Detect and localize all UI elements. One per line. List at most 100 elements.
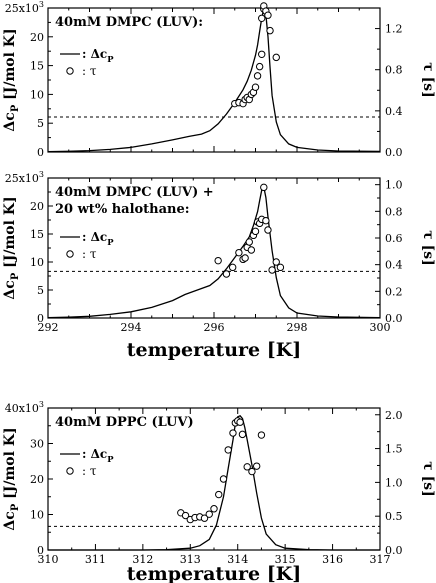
x-tick-label: 292 xyxy=(38,321,59,334)
y-tick-label-left: 0 xyxy=(37,312,44,325)
chart-title: 40mM DMPC (LUV) + xyxy=(55,185,214,200)
y-tick-label-right: 1.2 xyxy=(385,23,403,36)
x-tick-label: 310 xyxy=(38,553,59,566)
y-tick-label-right: 1.0 xyxy=(385,476,403,489)
y-tick-label-left: 10 xyxy=(30,509,44,522)
data-point-tau xyxy=(260,183,268,192)
data-point-tau xyxy=(210,505,218,513)
x-tick-label: 298 xyxy=(287,321,308,334)
legend-label-dcp: : ΔcP xyxy=(82,230,114,247)
x-tick-label: 315 xyxy=(275,553,296,566)
y-tick-label-right: 0.8 xyxy=(385,64,403,77)
chart-panel-2: 292 294 296 298 300 0 5 10 15 20 25x103 0.0 0.2 0.4 0.… xyxy=(2,170,436,361)
data-point-tau xyxy=(243,463,251,471)
y-axis-label-left: ΔcP [J/mol K] xyxy=(2,427,21,530)
y-tick-label-left: 10 xyxy=(30,88,44,101)
y-tick-label-right: 0.4 xyxy=(385,105,403,118)
data-point-tau xyxy=(200,514,209,522)
data-point-tau xyxy=(181,511,190,520)
data-point-tau xyxy=(205,510,213,518)
y-axis-label-left: ΔcP [J/mol K] xyxy=(2,28,21,131)
data-point-tau xyxy=(255,62,264,71)
legend-circle-swatch xyxy=(66,467,74,475)
x-tick-label: 313 xyxy=(180,553,201,566)
y-tick-label-right: 0.5 xyxy=(385,510,403,523)
data-point-tau xyxy=(247,246,256,254)
y-tick-label-left: 0 xyxy=(37,544,44,557)
legend-label-tau: : τ xyxy=(82,64,97,78)
y-tick-label-left: 30 xyxy=(30,438,44,451)
y-tick-label-right: 0.6 xyxy=(385,232,403,245)
chart-title: 40mM DPPC (LUV) xyxy=(55,415,194,430)
y-tick-label-left: 20 xyxy=(30,31,44,44)
y-axis-label-left: ΔcP [J/mol K] xyxy=(2,196,21,299)
data-point-tau xyxy=(214,256,222,265)
legend-circle-swatch xyxy=(66,250,74,258)
data-point-tau xyxy=(276,263,285,272)
data-point-tau xyxy=(229,429,237,437)
y-tick-label-left: 10 xyxy=(30,256,44,269)
x-axis-label: temperature [K] xyxy=(127,563,301,583)
data-point-tau xyxy=(251,227,260,236)
data-point-tau xyxy=(222,270,231,278)
series-line-dcp xyxy=(47,6,381,153)
data-point-tau xyxy=(258,14,266,22)
y-tick-label-left: 25x103 xyxy=(5,170,44,185)
data-point-tau xyxy=(235,248,243,257)
x-tick-label: 314 xyxy=(227,553,248,566)
legend-label-tau: : τ xyxy=(82,247,97,261)
data-point-tau xyxy=(245,238,253,246)
y-tick-label-right: 1.0 xyxy=(385,179,403,192)
data-point-tau xyxy=(264,11,272,19)
data-point-tau xyxy=(272,53,280,62)
y-axis-label-right: τ [s] xyxy=(420,461,436,496)
legend-label-dcp: : ΔcP xyxy=(82,447,114,464)
x-tick-label: 312 xyxy=(132,553,153,566)
x-tick-label: 296 xyxy=(204,321,225,334)
y-tick-label-left: 0 xyxy=(37,146,44,159)
y-tick-label-left: 25x103 xyxy=(5,0,44,15)
y-tick-label-left: 5 xyxy=(37,117,44,130)
y-tick-label-right: 2.0 xyxy=(385,409,403,422)
y-tick-label-left: 5 xyxy=(37,284,44,297)
y-tick-label-left: 20 xyxy=(30,473,44,486)
data-point-tau xyxy=(252,462,261,470)
data-point-tau xyxy=(224,446,232,454)
data-point-tau xyxy=(228,263,237,272)
y-axis-label-right: τ [s] xyxy=(420,230,436,265)
data-point-tau xyxy=(268,266,276,274)
data-point-tau xyxy=(262,216,270,225)
chart-subtitle: 20 wt% halothane: xyxy=(55,202,190,217)
legend-label-dcp: : ΔcP xyxy=(82,47,114,64)
y-tick-label-left: 15 xyxy=(30,60,44,73)
data-point-tau xyxy=(272,258,280,266)
x-tick-label: 311 xyxy=(85,553,106,566)
data-point-tau xyxy=(215,490,223,499)
x-tick-label: 317 xyxy=(370,553,391,566)
data-point-tau xyxy=(238,430,247,439)
y-tick-label-left: 40x103 xyxy=(5,400,44,415)
y-tick-label-right: 0.0 xyxy=(385,146,403,159)
x-tick-label: 316 xyxy=(322,553,343,566)
data-point-tau xyxy=(258,50,266,58)
data-point-tau xyxy=(248,467,256,476)
x-tick-label: 300 xyxy=(370,321,391,334)
x-tick-label: 294 xyxy=(121,321,142,334)
data-point-tau xyxy=(251,83,260,91)
y-tick-label-right: 0.0 xyxy=(385,544,403,557)
legend-circle-swatch xyxy=(66,67,74,75)
chart-panel-1: 0 5 10 15 20 25x103 0.0 0.4 0.8 1.2 40mM DMPC (LUV… xyxy=(2,0,436,159)
chart-panel-3: 310 311 312 313 314 315 316 317 0 10 20 30 40x103 0.0… xyxy=(2,400,436,583)
data-point-tau xyxy=(264,226,272,234)
data-point-tau xyxy=(253,72,262,80)
legend-label-tau: : τ xyxy=(82,464,97,478)
data-point-tau xyxy=(266,26,274,35)
y-axis-label-right: τ [s] xyxy=(420,62,436,97)
y-tick-label-left: 20 xyxy=(30,200,44,213)
y-tick-label-right: 0.2 xyxy=(385,285,403,298)
y-tick-label-right: 0.4 xyxy=(385,259,403,272)
y-tick-label-right: 0.0 xyxy=(385,312,403,325)
x-axis-label: temperature [K] xyxy=(127,339,301,361)
data-point-tau xyxy=(257,431,266,439)
series-line-dcp xyxy=(48,415,380,551)
